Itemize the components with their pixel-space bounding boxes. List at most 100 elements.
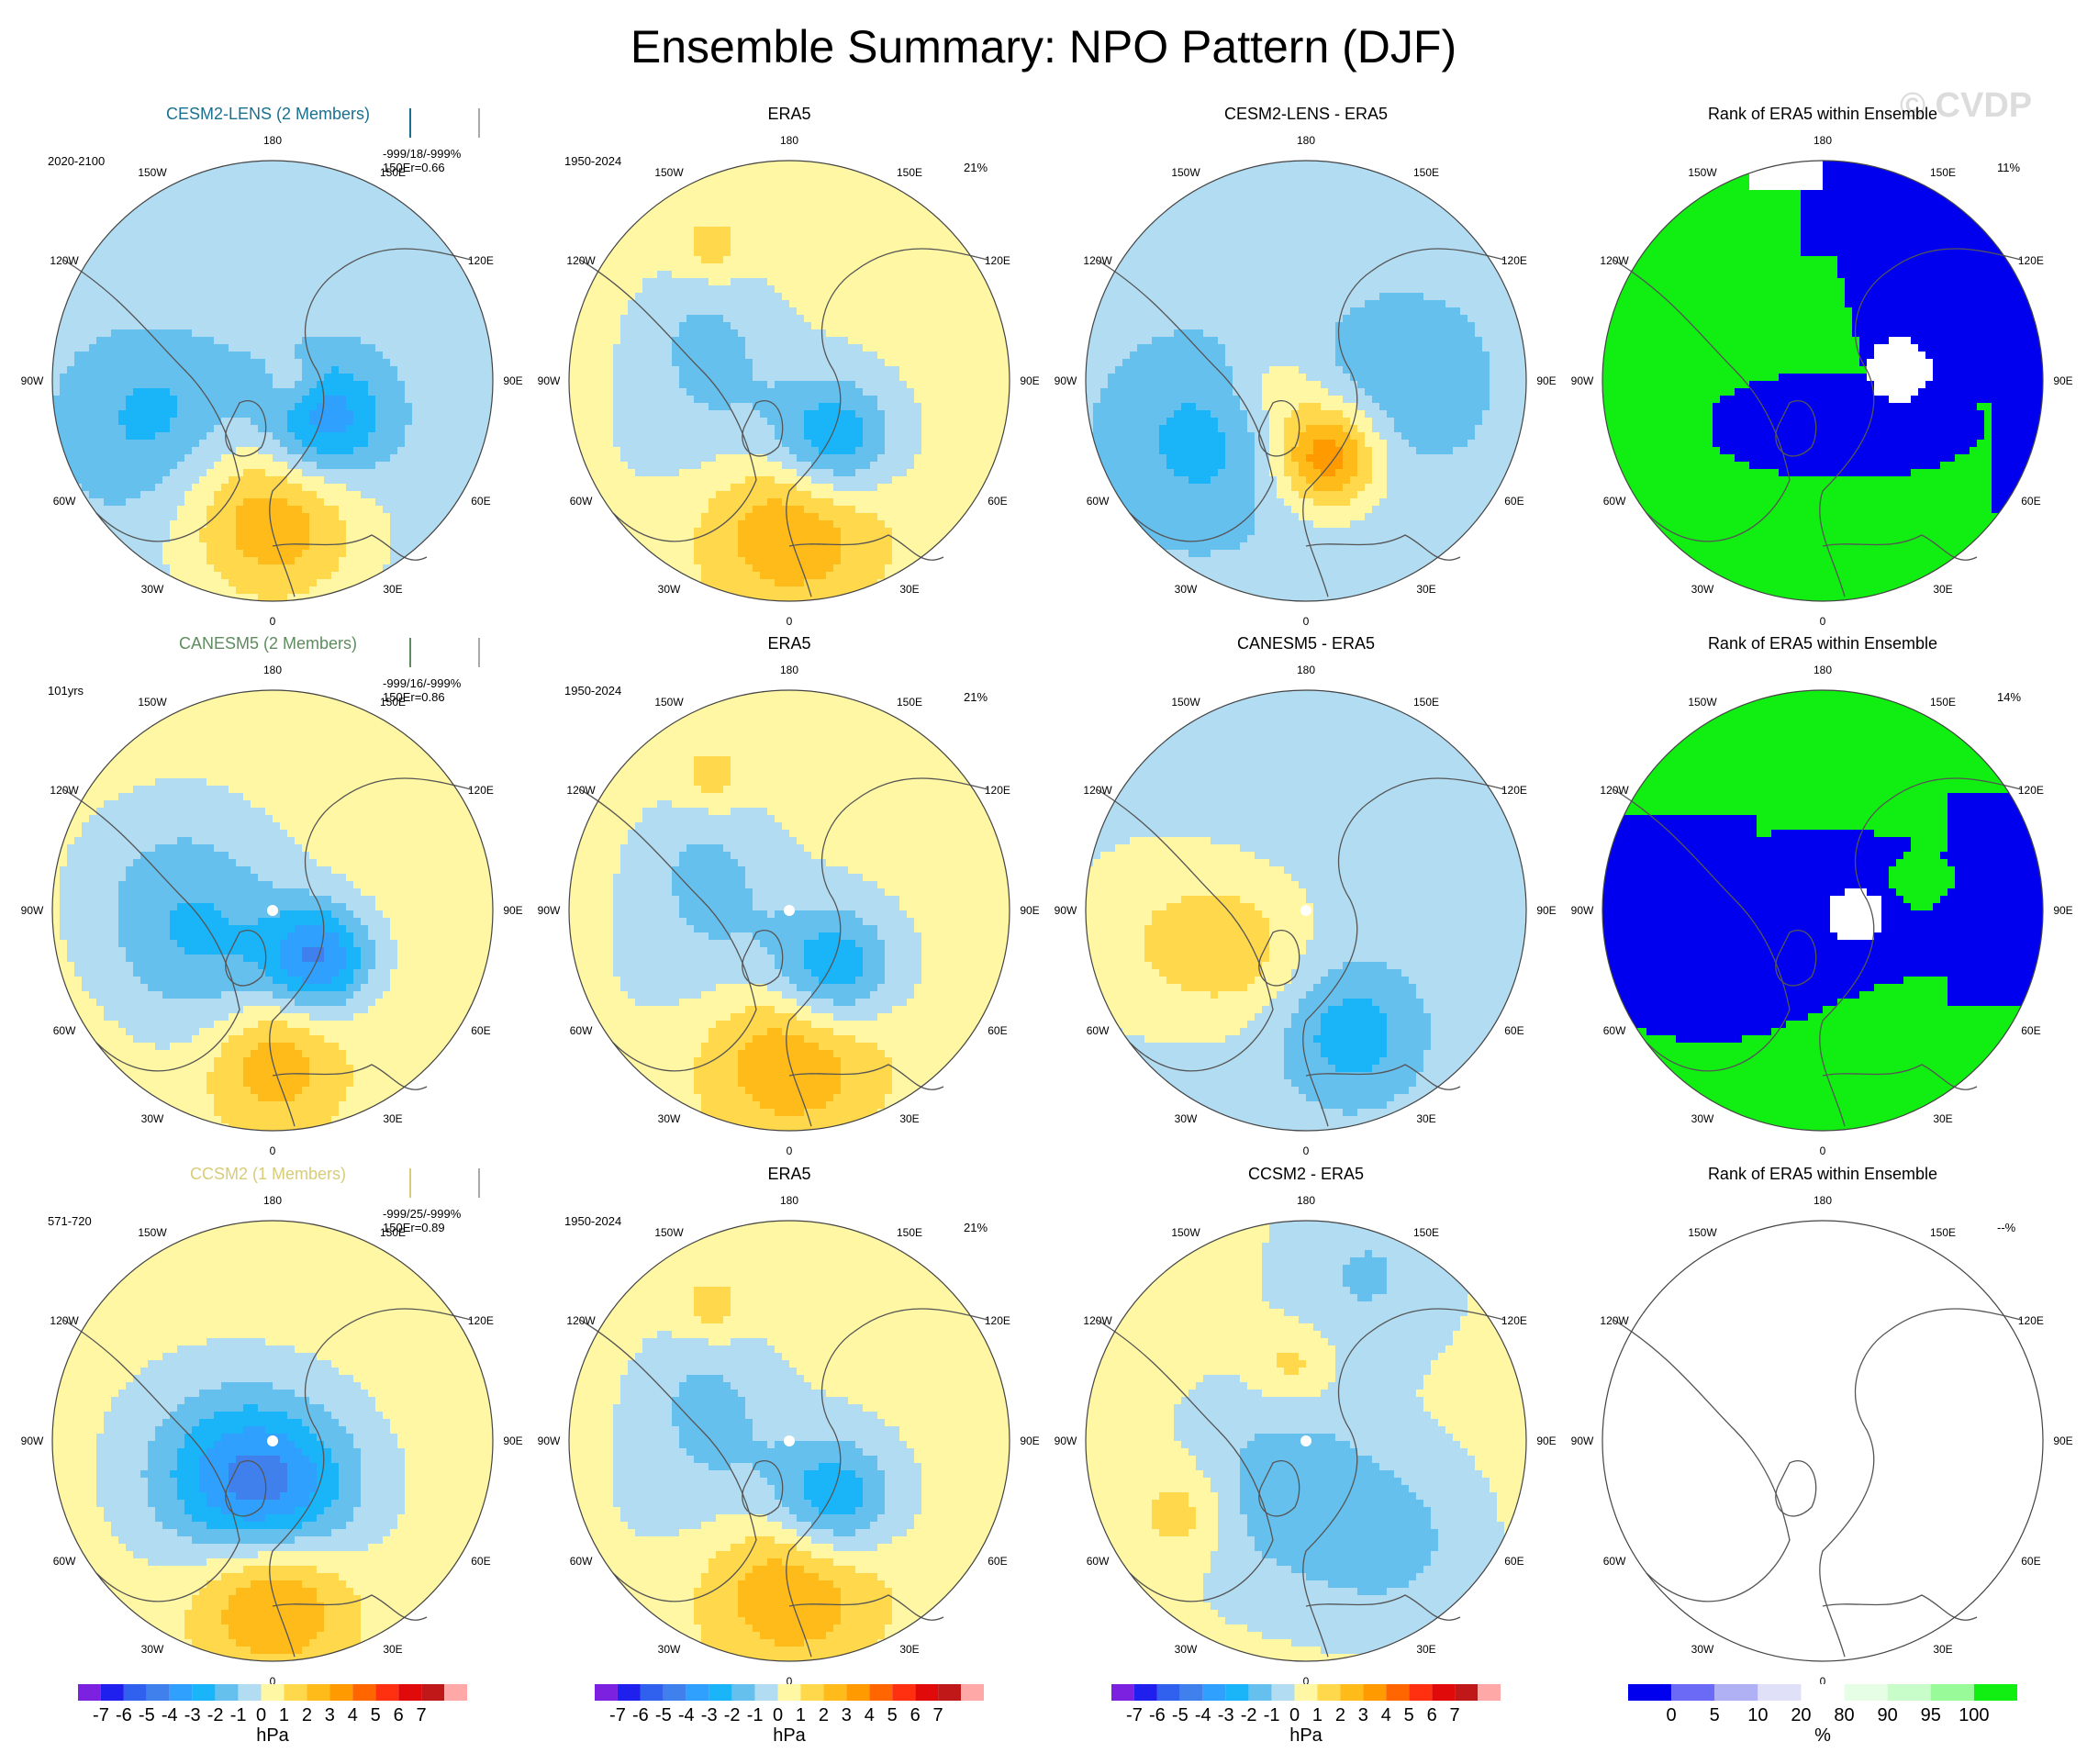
field-cell: [767, 278, 776, 286]
field-cell: [449, 440, 457, 448]
field-cell: [302, 418, 310, 426]
field-cell: [701, 337, 709, 345]
field-cell: [686, 175, 695, 184]
field-cell: [96, 425, 105, 433]
field-cell: [767, 329, 776, 338]
field-cell: [214, 579, 222, 587]
field-cell: [598, 381, 607, 389]
field-cell: [295, 462, 303, 470]
field-cell: [258, 462, 266, 470]
field-cell: [427, 513, 435, 521]
period-r1: 2020-2100: [48, 154, 105, 168]
field-cell: [694, 410, 702, 419]
field-cell: [52, 440, 61, 448]
field-cell: [782, 388, 790, 396]
field-cell: [885, 293, 893, 301]
field-cell: [841, 381, 849, 389]
field-cell: [936, 410, 944, 419]
field-cell: [324, 307, 332, 316]
field-cell: [221, 410, 229, 419]
field-cell: [324, 315, 332, 323]
field-cell: [339, 190, 347, 198]
field-cell: [745, 396, 753, 404]
field-cell: [892, 285, 900, 294]
field-cell: [628, 300, 636, 308]
field-cell: [848, 234, 856, 242]
field-cell: [192, 374, 200, 382]
field-cell: [339, 557, 347, 565]
field-cell: [833, 175, 842, 184]
field-cell: [463, 329, 472, 338]
field-cell: [434, 403, 442, 411]
field-cell: [405, 352, 413, 360]
field-cell: [397, 535, 406, 543]
field-cell: [841, 293, 849, 301]
field-cell: [826, 263, 834, 272]
field-cell: [184, 300, 193, 308]
field-cell: [463, 307, 472, 316]
field-cell: [929, 234, 937, 242]
field-cell: [463, 454, 472, 463]
field-cell: [287, 572, 296, 580]
field-cell: [819, 293, 827, 301]
field-cell: [361, 344, 369, 352]
field-cell: [899, 359, 908, 367]
field-cell: [819, 329, 827, 338]
field-cell: [958, 359, 966, 367]
field-cell: [214, 491, 222, 499]
field-cell: [427, 300, 435, 308]
field-cell: [390, 542, 398, 551]
field-cell: [620, 425, 629, 433]
field-cell: [295, 329, 303, 338]
field-cell: [980, 418, 988, 426]
field-cell: [951, 329, 959, 338]
field-cell: [302, 454, 310, 463]
field-cell: [591, 322, 599, 330]
field-cell: [760, 249, 768, 257]
field-cell: [870, 307, 878, 316]
field-cell: [324, 396, 332, 404]
field-cell: [885, 440, 893, 448]
field-cell: [89, 454, 97, 463]
field-cell: [74, 388, 83, 396]
field-cell: [811, 190, 820, 198]
field-cell: [258, 161, 266, 169]
field-cell: [199, 469, 207, 477]
field-cell: [628, 440, 636, 448]
field-cell: [353, 278, 362, 286]
field-cell: [273, 498, 281, 507]
field-cell: [302, 491, 310, 499]
field-cell: [775, 183, 783, 191]
field-cell: [745, 425, 753, 433]
field-cell: [716, 241, 724, 250]
field-cell: [126, 322, 134, 330]
field-cell: [405, 440, 413, 448]
field-cell: [584, 315, 592, 323]
field-cell: [104, 498, 112, 507]
field-cell: [899, 241, 908, 250]
field-cell: [265, 190, 273, 198]
field-cell: [892, 205, 900, 213]
field-cell: [383, 337, 391, 345]
field-cell: [302, 205, 310, 213]
field-cell: [368, 396, 376, 404]
field-cell: [921, 278, 930, 286]
field-cell: [885, 359, 893, 367]
field-cell: [162, 352, 171, 360]
field-cell: [324, 462, 332, 470]
field-cell: [214, 263, 222, 272]
field-cell: [745, 175, 753, 184]
field-cell: [657, 396, 665, 404]
field-cell: [243, 403, 251, 411]
field-cell: [177, 469, 185, 477]
field-cell: [767, 374, 776, 382]
field-cell: [243, 315, 251, 323]
field-cell: [177, 329, 185, 338]
field-cell: [375, 396, 384, 404]
field-cell: [287, 535, 296, 543]
field-cell: [709, 418, 717, 426]
field-cell: [236, 337, 244, 345]
field-cell: [471, 366, 479, 374]
field-cell: [738, 410, 746, 419]
field-cell: [434, 462, 442, 470]
